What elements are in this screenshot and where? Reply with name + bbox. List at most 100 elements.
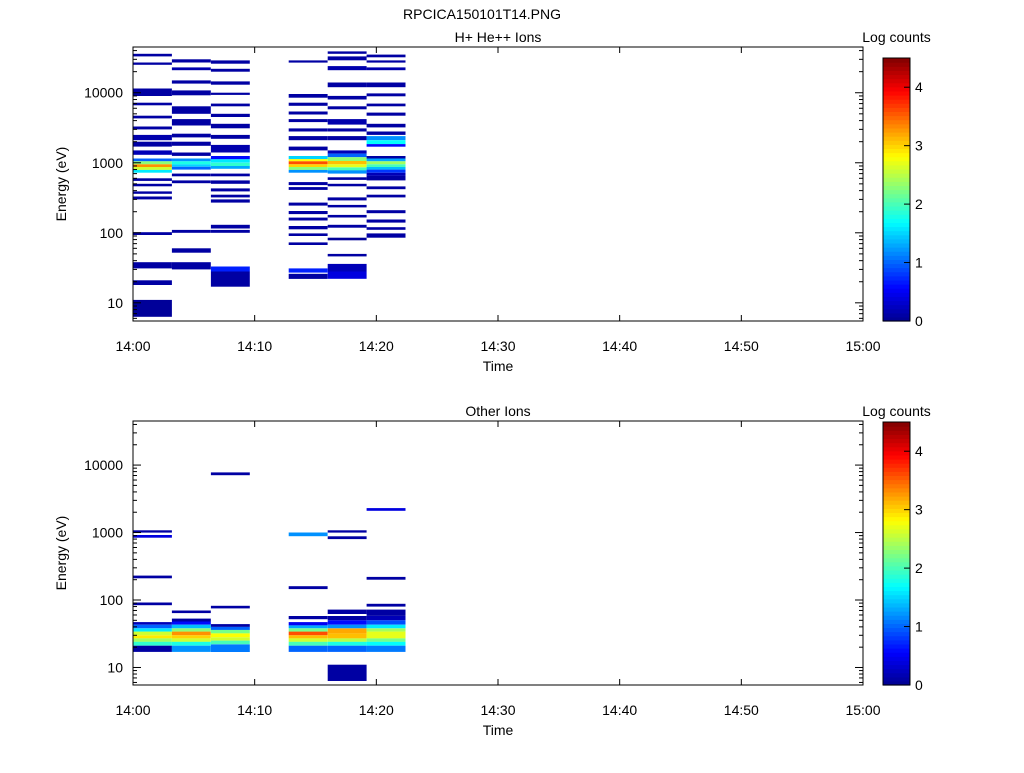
colorbar-segment	[883, 74, 910, 80]
heatmap-cell	[133, 628, 172, 632]
heatmap-cell	[366, 82, 406, 88]
colorbar-segment	[883, 430, 910, 435]
x-tick-label: 14:40	[602, 338, 637, 354]
heatmap-cell	[288, 111, 328, 115]
heatmap-cell	[288, 242, 328, 245]
heatmap-cell	[366, 93, 406, 97]
heatmap-cell	[366, 603, 406, 607]
colorbar-segment	[883, 275, 910, 281]
colorbar-segment	[883, 537, 910, 542]
colorbar-segment	[883, 426, 910, 431]
heatmap-cell	[210, 166, 250, 169]
y-tick-label: 100	[100, 592, 124, 608]
x-tick-label: 14:20	[359, 338, 394, 354]
heatmap-cells	[133, 51, 406, 317]
colorbar-segment	[883, 86, 910, 92]
colorbar-segment	[883, 508, 910, 514]
heatmap-cell	[288, 233, 328, 236]
colorbar-segment	[883, 458, 910, 464]
heatmap-cell	[366, 645, 406, 652]
heatmap-cell	[288, 217, 328, 221]
heatmap-cell	[366, 167, 406, 170]
heatmap-cell	[171, 624, 211, 629]
heatmap-cell	[133, 141, 172, 147]
heatmap-cell	[288, 161, 328, 165]
x-axis-label: Time	[483, 358, 514, 374]
heatmap-cell	[288, 635, 328, 639]
colorbar-segment	[883, 553, 910, 559]
colorbar-segment	[883, 495, 910, 501]
colorbar-segment	[883, 668, 910, 674]
heatmap-cell	[210, 626, 250, 630]
heatmap-cell	[327, 164, 367, 168]
heatmap-cell	[327, 161, 367, 165]
colorbar-segment	[883, 238, 910, 244]
colorbar-label: Log counts	[862, 403, 931, 419]
heatmap-cell	[366, 233, 406, 238]
colorbar-segment	[883, 483, 910, 489]
heatmap-cell	[288, 119, 328, 123]
heatmap-cell	[171, 119, 211, 126]
heatmap-cell	[288, 645, 328, 652]
colorbar-segment	[883, 627, 910, 633]
colorbar-segment	[883, 602, 910, 608]
colorbar-segment	[883, 251, 910, 256]
heatmap-cell	[366, 172, 406, 176]
heatmap-cell	[133, 602, 172, 606]
heatmap-cell	[210, 640, 250, 645]
heatmap-cell	[210, 224, 250, 229]
heatmap-cell	[133, 167, 172, 170]
heatmap-cell	[327, 214, 367, 218]
heatmap-cell	[327, 638, 367, 642]
colorbar-segment	[883, 590, 910, 596]
heatmap-cell	[366, 628, 406, 632]
heatmap-cell	[327, 609, 367, 614]
x-tick-label: 14:00	[115, 702, 150, 718]
colorbar-segment	[883, 94, 910, 100]
colorbar-segment	[883, 247, 910, 252]
heatmap-cell	[133, 134, 172, 141]
colorbar-segment	[883, 288, 910, 293]
colorbar-segment	[883, 279, 910, 285]
colorbar-segment	[883, 144, 910, 150]
heatmap-cell	[288, 146, 328, 151]
colorbar-segment	[883, 164, 910, 170]
heatmap-cell	[133, 535, 172, 538]
colorbar-segment	[883, 131, 910, 137]
heatmap-cell	[288, 268, 328, 273]
heatmap-cell	[171, 173, 211, 177]
heatmap-cell	[133, 150, 172, 155]
heatmap-cell	[288, 586, 328, 590]
heatmap-cell	[288, 159, 328, 162]
heatmap-cell	[288, 273, 328, 279]
heatmap-cell	[133, 102, 172, 106]
heatmap-cell	[366, 158, 406, 162]
heatmap-cell	[133, 158, 172, 162]
heatmap-cell	[366, 161, 406, 165]
colorbar-segment	[883, 512, 910, 518]
colorbar-segment	[883, 119, 910, 125]
colorbar-segment	[883, 549, 910, 555]
colorbar-segment	[883, 267, 910, 273]
heatmap-cell	[327, 150, 367, 154]
heatmap-cell	[171, 248, 211, 253]
colorbar-tick-label: 3	[915, 502, 923, 518]
heatmap-cell	[133, 635, 172, 639]
colorbar-segment	[883, 205, 910, 211]
colorbar-segment	[883, 193, 910, 199]
colorbar-segment	[883, 574, 910, 579]
colorbar-segment	[883, 643, 910, 649]
heatmap-cell	[133, 624, 172, 629]
heatmap-cell	[327, 204, 367, 208]
colorbar-segment	[883, 255, 910, 260]
heatmap-cell	[288, 202, 328, 206]
heatmap-cell	[171, 628, 211, 632]
heatmap-cell	[133, 196, 172, 200]
heatmap-cell	[171, 645, 211, 652]
heatmap-cell	[327, 66, 367, 71]
heatmap-cell	[288, 60, 328, 63]
colorbar-segment	[883, 218, 910, 223]
colorbar-segment	[883, 300, 910, 306]
colorbar-segment	[883, 263, 910, 269]
heatmap-cell	[133, 262, 172, 269]
